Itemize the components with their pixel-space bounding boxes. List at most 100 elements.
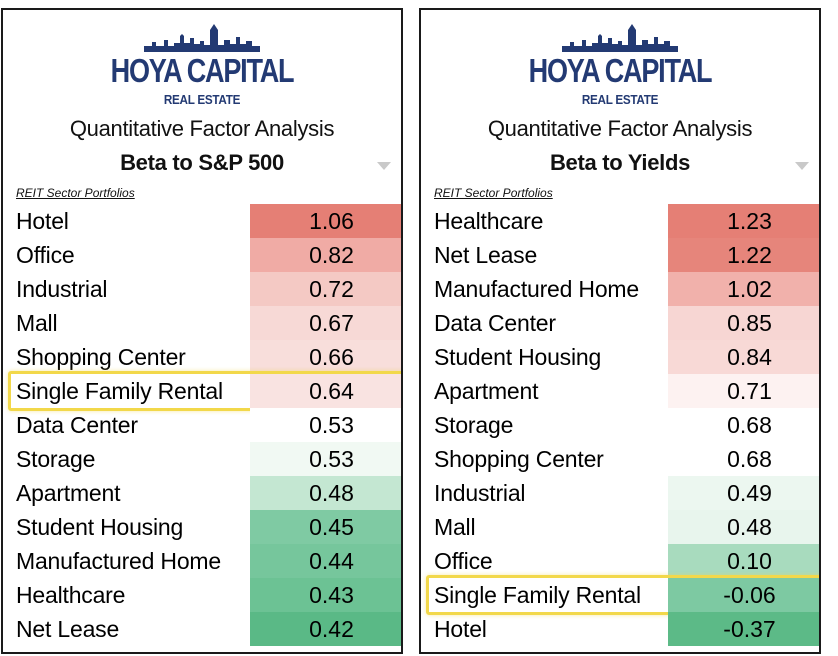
table-row: Single Family Rental 0.64 [3,374,401,408]
beta-value-cell: 0.71 [668,374,819,408]
beta-value-cell: 0.45 [250,510,401,544]
table-row: Storage 0.53 [3,442,401,476]
sector-label: Industrial [434,480,526,506]
table-row: Industrial 0.49 [421,476,819,510]
chart-title: Beta to Yields [549,150,691,175]
beta-value-cell: 0.68 [668,442,819,476]
beta-value-cell: 1.22 [668,238,819,272]
beta-value-cell: -0.37 [668,612,819,646]
beta-value-cell: 1.06 [250,204,401,238]
beta-value-cell: 1.23 [668,204,819,238]
sector-label: Shopping Center [16,344,186,370]
brand-name: HOYA CAPITAL [110,52,295,89]
table-row: Shopping Center 0.66 [3,340,401,374]
table-row: Data Center 0.85 [421,306,819,340]
sector-label: Data Center [434,310,556,336]
beta-value-cell: 0.66 [250,340,401,374]
column-header: REIT Sector Portfolios [434,186,553,200]
sector-label: Hotel [16,208,69,234]
sector-label: Industrial [16,276,108,302]
beta-sp500-panel: HOYA CAPITAL REAL ESTATE Quantitative Fa… [1,8,403,654]
table-row: Apartment 0.71 [421,374,819,408]
chart-title: Beta to S&P 500 [120,150,284,175]
beta-value-cell: 0.82 [250,238,401,272]
beta-value-cell: 0.84 [668,340,819,374]
table-row: Hotel -0.37 [421,612,819,646]
table-row: Mall 0.67 [3,306,401,340]
sector-label: Student Housing [434,344,602,370]
beta-value-cell: 0.68 [668,408,819,442]
table-row: Shopping Center 0.68 [421,442,819,476]
beta-value-cell: 0.48 [668,510,819,544]
highlight-box [426,575,819,615]
beta-value-cell: 0.42 [250,612,401,646]
sector-label: Hotel [434,616,487,642]
table-row: Net Lease 0.42 [3,612,401,646]
column-header: REIT Sector Portfolios [16,186,135,200]
sector-label: Net Lease [16,616,120,642]
sector-label: Storage [16,446,96,472]
table-row: Healthcare 1.23 [421,204,819,238]
hoya-capital-logo: HOYA CAPITAL REAL ESTATE [421,20,819,118]
sector-label: Office [16,242,75,268]
sector-rows: Hotel 1.06 Office 0.82 Industrial 0.72 Mall 0.6… [3,204,401,646]
sector-label: Single Family Rental [16,378,223,404]
chart-subtitle: Quantitative Factor Analysis [69,116,335,141]
table-row: Student Housing 0.84 [421,340,819,374]
table-row: Data Center 0.53 [3,408,401,442]
chart-subtitle: Quantitative Factor Analysis [487,116,753,141]
skyline-icon [144,24,260,52]
dropdown-arrow-icon[interactable] [377,162,391,170]
sector-label: Single Family Rental [434,582,641,608]
table-row: Manufactured Home 1.02 [421,272,819,306]
table-row: Hotel 1.06 [3,204,401,238]
table-row: Manufactured Home 0.44 [3,544,401,578]
sector-label: Healthcare [434,208,544,234]
table-row: Industrial 0.72 [3,272,401,306]
sector-label: Mall [434,514,476,540]
beta-value-cell: 0.53 [250,408,401,442]
sector-label: Storage [434,412,514,438]
table-row: Apartment 0.48 [3,476,401,510]
sector-label: Apartment [434,378,539,404]
beta-yields-panel: HOYA CAPITAL REAL ESTATE Quantitative Fa… [419,8,821,654]
beta-value-cell: 0.49 [668,476,819,510]
sector-label: Healthcare [16,582,126,608]
hoya-capital-logo: HOYA CAPITAL REAL ESTATE [3,20,401,118]
table-row: Office 0.10 [421,544,819,578]
beta-value-cell: 0.64 [250,374,401,408]
dropdown-arrow-icon[interactable] [795,162,809,170]
sector-rows: Healthcare 1.23 Net Lease 1.22 Manufactured … [421,204,819,646]
sector-label: Office [434,548,493,574]
beta-value-cell: 1.02 [668,272,819,306]
beta-value-cell: 0.10 [668,544,819,578]
table-row: Net Lease 1.22 [421,238,819,272]
beta-value-cell: -0.06 [668,578,819,612]
table-row: Student Housing 0.45 [3,510,401,544]
table-row: Healthcare 0.43 [3,578,401,612]
table-row: Single Family Rental -0.06 [421,578,819,612]
highlight-box [8,371,401,411]
brand-name: HOYA CAPITAL [528,52,713,89]
beta-value-cell: 0.85 [668,306,819,340]
sector-label: Mall [16,310,58,336]
sector-label: Manufactured Home [16,548,221,574]
table-row: Office 0.82 [3,238,401,272]
beta-value-cell: 0.43 [250,578,401,612]
table-row: Mall 0.48 [421,510,819,544]
sector-label: Data Center [16,412,138,438]
table-row: Storage 0.68 [421,408,819,442]
beta-value-cell: 0.53 [250,442,401,476]
beta-value-cell: 0.48 [250,476,401,510]
sector-label: Net Lease [434,242,538,268]
sector-label: Shopping Center [434,446,604,472]
sector-label: Manufactured Home [434,276,639,302]
brand-subtitle: REAL ESTATE [163,92,241,107]
brand-subtitle: REAL ESTATE [581,92,659,107]
beta-value-cell: 0.72 [250,272,401,306]
beta-value-cell: 0.67 [250,306,401,340]
sector-label: Apartment [16,480,121,506]
beta-value-cell: 0.44 [250,544,401,578]
sector-label: Student Housing [16,514,184,540]
skyline-icon [562,24,678,52]
